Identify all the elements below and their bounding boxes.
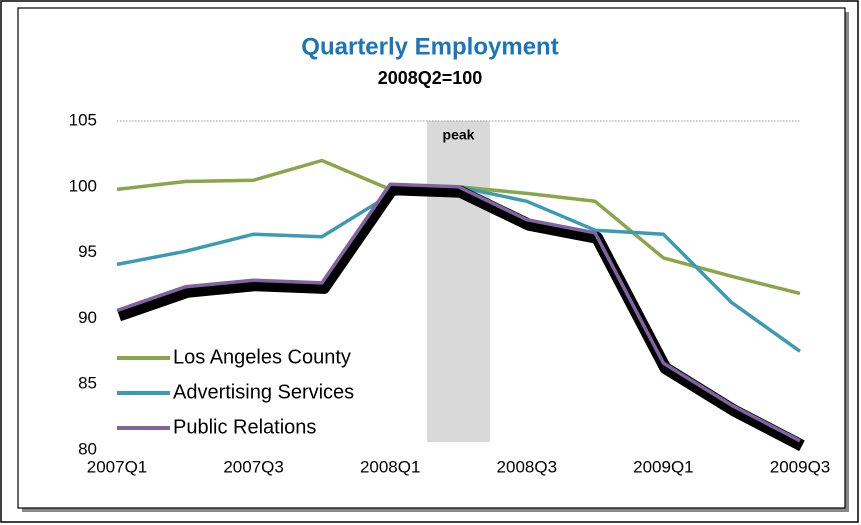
y-tick-label: 90	[78, 308, 97, 327]
legend-label: Advertising Services	[173, 381, 354, 403]
legend-label: Public Relations	[173, 416, 316, 438]
y-tick-label: 85	[78, 374, 97, 393]
y-tick-label: 80	[78, 439, 97, 458]
y-tick-label: 95	[78, 242, 97, 261]
x-tick-label: 2009Q3	[770, 457, 831, 476]
chart-subtitle: 2008Q2=100	[378, 68, 483, 88]
series-line	[116, 182, 801, 443]
x-tick-label: 2008Q3	[497, 457, 558, 476]
x-tick-label: 2007Q3	[223, 457, 284, 476]
x-tick-label: 2009Q1	[633, 457, 694, 476]
annotation: peak	[443, 127, 475, 143]
x-tick-label: 2008Q1	[360, 457, 421, 476]
x-tick-label: 2007Q1	[87, 457, 148, 476]
peak-band	[427, 121, 490, 442]
line-shadow	[117, 183, 805, 452]
chart-title: Quarterly Employment	[301, 33, 558, 60]
y-tick-label: 105	[69, 110, 97, 129]
y-tick-label: 100	[69, 176, 97, 195]
legend-label: Los Angeles County	[173, 346, 351, 368]
